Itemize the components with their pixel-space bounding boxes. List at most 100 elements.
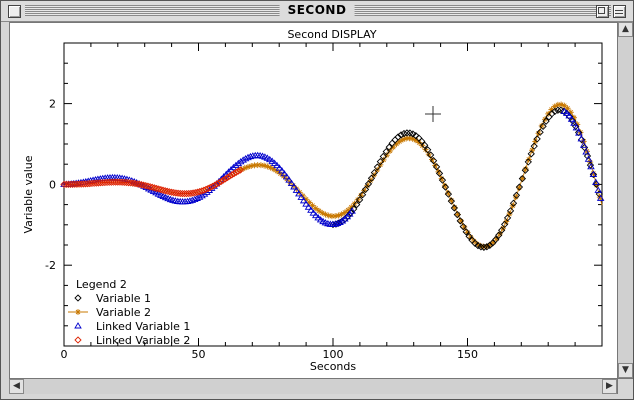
series-linked-variable-2-point: [226, 172, 234, 180]
series-variable-1-point: [503, 214, 512, 222]
zoom-box-icon[interactable]: [596, 5, 609, 18]
y-tick-label: -2: [45, 259, 56, 272]
series-linked-variable-1-point: [273, 161, 281, 169]
series-linked-variable-2-point: [129, 179, 137, 187]
resize-grow-box-icon[interactable]: [617, 378, 633, 394]
series-linked-variable-2-point: [142, 182, 150, 190]
legend-entry: Variable 2: [96, 306, 151, 319]
legend-marker: [75, 309, 81, 315]
series-linked-variable-1-point: [200, 190, 209, 197]
series-linked-variable-2-point: [146, 183, 154, 191]
series-variable-1-point: [542, 117, 550, 125]
series-variable-1-point: [421, 141, 429, 149]
series-linked-variable-2-point: [148, 183, 156, 191]
series-variable-1-point: [533, 135, 541, 143]
scroll-left-arrow-icon[interactable]: ◀: [9, 379, 24, 394]
legend-entry: Linked Variable 2: [96, 334, 190, 347]
series-variable-1-point: [376, 157, 384, 166]
series-variable-2-point: [354, 196, 361, 203]
series-linked-variable-2-point: [124, 179, 133, 187]
series-linked-variable-1-point: [186, 197, 194, 204]
series-linked-variable-1-point: [244, 153, 252, 161]
chart-title: Second DISPLAY: [287, 28, 376, 41]
series-linked-variable-1-point: [584, 155, 593, 162]
series-variable-1-point: [527, 150, 535, 158]
series-variable-2-point: [261, 162, 268, 169]
series-linked-variable-2-point: [159, 186, 167, 194]
series-linked-variable-1-point: [241, 154, 250, 162]
series-variable-1-point: [512, 191, 521, 199]
series-variable-1-point: [394, 133, 402, 141]
series-variable-1-point: [515, 183, 524, 191]
series-linked-variable-2-point: [122, 178, 131, 187]
series-variable-1-point: [329, 220, 337, 229]
series-variable-1-point: [418, 137, 426, 145]
scroll-right-arrow-icon[interactable]: ▶: [602, 379, 617, 394]
series-variable-1-point: [521, 166, 529, 174]
series-linked-variable-1-point: [331, 220, 339, 227]
vertical-scrollbar[interactable]: ▲ ▼: [617, 22, 633, 378]
horizontal-scrollbar[interactable]: ◀ ▶: [9, 378, 617, 394]
series-variable-1-point: [382, 147, 390, 156]
series-linked-variable-1-point: [562, 109, 571, 116]
series-variable-1-point: [483, 243, 491, 251]
series-variable-2-point: [564, 105, 571, 112]
legend-marker: [74, 294, 82, 302]
series-variable-1-point: [447, 197, 455, 205]
collapse-box-icon[interactable]: [613, 5, 626, 18]
window-title: SECOND: [279, 3, 355, 17]
series-variable-2-point: [312, 205, 319, 212]
series-variable-1-point: [370, 168, 379, 177]
series-linked-variable-1-point: [278, 167, 286, 174]
series-linked-variable-1-point: [594, 186, 603, 193]
scroll-down-arrow-icon[interactable]: ▼: [618, 363, 633, 378]
series-linked-variable-1-point: [299, 196, 308, 204]
crosshair-cursor-icon: [425, 106, 441, 122]
plot-area: Second DISPLAY 0 50 100 150 -2 0 2 Seconds Var…: [9, 22, 619, 380]
close-box-icon[interactable]: [8, 5, 21, 18]
window-frame-left: [1, 22, 9, 394]
series-linked-variable-1-point: [577, 135, 586, 142]
series-variable-2-point: [519, 175, 526, 182]
series-linked-variable-1-point: [338, 217, 347, 224]
series-linked-variable-2-point: [219, 176, 227, 184]
series-linked-variable-1-point: [295, 190, 303, 197]
series-linked-variable-1-point: [587, 162, 595, 170]
series-linked-variable-1-point: [287, 179, 296, 187]
x-tick-label: 100: [323, 348, 344, 361]
x-tick-label: 50: [192, 348, 206, 361]
series-linked-variable-2-point: [150, 184, 159, 192]
series-linked-variable-2-point: [163, 187, 171, 195]
series-variable-1-point: [373, 163, 382, 171]
series-variable-1-point: [459, 222, 467, 231]
scroll-up-arrow-icon[interactable]: ▲: [618, 22, 633, 37]
series-linked-variable-1-point: [302, 200, 310, 207]
series-linked-variable-2-point: [221, 175, 230, 183]
series-variable-1-point: [498, 226, 506, 234]
axis-ticks: [63, 42, 603, 346]
y-axis-label: Variable value: [22, 155, 35, 233]
series-linked-variable-1-point: [579, 141, 588, 148]
series-variable-1-point: [471, 239, 479, 247]
series-linked-variable-1-point: [268, 157, 277, 164]
series-linked-variable-1-point: [297, 193, 306, 200]
title-bar[interactable]: SECOND: [1, 1, 633, 22]
series-linked-variable-1-point: [592, 178, 600, 185]
series-variable-1-point: [385, 143, 393, 151]
series-linked-variable-2-point: [127, 179, 135, 187]
series-linked-variable-2-point: [135, 180, 143, 188]
series-variable-1-point: [506, 207, 515, 215]
y-tick-label: 0: [49, 178, 56, 191]
series-variable-1-point: [441, 183, 450, 191]
series-linked-variable-1-point: [280, 169, 289, 177]
series-variable-1-point: [586, 161, 595, 169]
series-linked-variable-1-point: [575, 129, 583, 136]
series-linked-variable-1-point: [336, 218, 344, 225]
series-variable-2-point: [325, 212, 332, 219]
series-linked-variable-1-point: [311, 211, 320, 219]
series-linked-variable-1-point: [183, 197, 192, 205]
series-variable-1-point: [480, 243, 488, 251]
series-variable-1-point: [409, 130, 417, 138]
series-variable-1-point: [358, 191, 367, 199]
